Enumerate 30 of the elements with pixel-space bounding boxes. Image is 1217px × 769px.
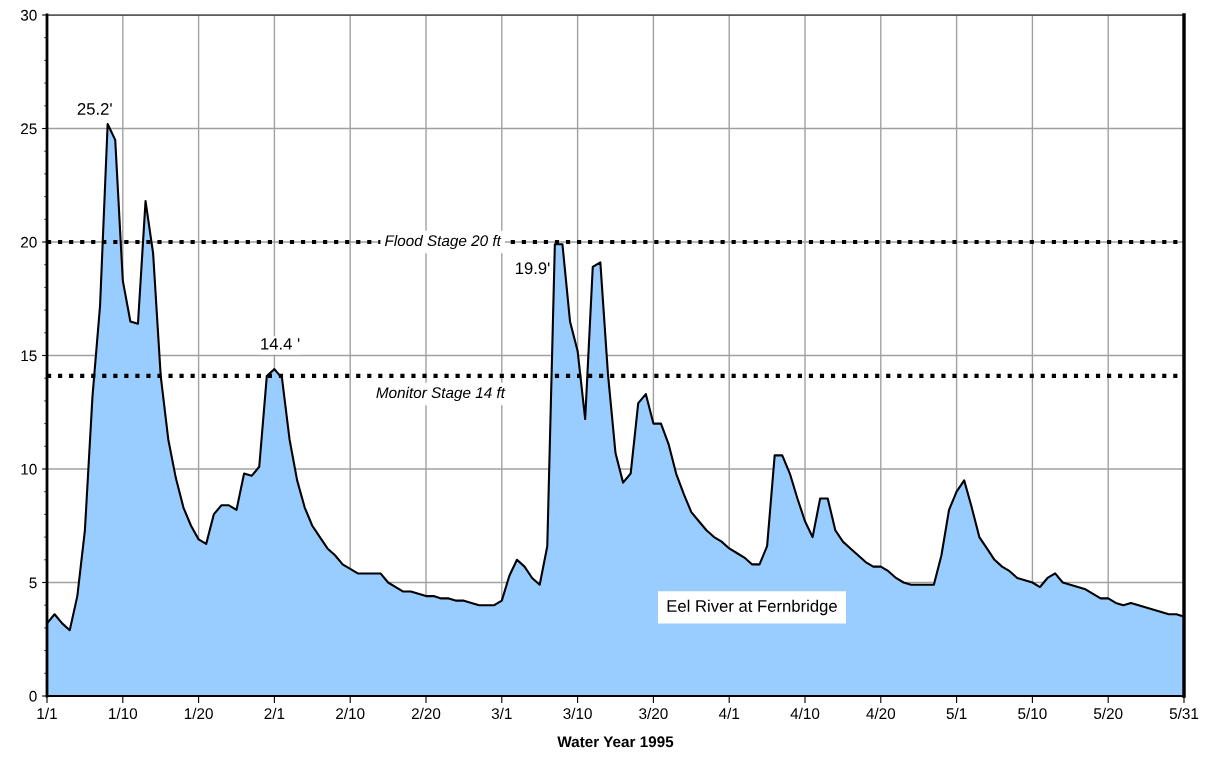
y-tick-label: 15 <box>21 350 37 362</box>
series-label: Eel River at Fernbridge <box>667 599 837 616</box>
annotation: 25.2' <box>77 103 112 115</box>
x-tick-label: 5/10 <box>1018 707 1047 720</box>
y-tick-label: 5 <box>29 577 37 589</box>
ref-line-label: Monitor Stage 14 ft <box>376 386 506 402</box>
x-tick-label: 4/1 <box>718 707 740 720</box>
x-tick-label: 3/1 <box>491 707 512 720</box>
x-tick-label: 1/20 <box>184 707 213 720</box>
x-tick-label: 2/20 <box>411 707 441 720</box>
annotation: 14.4 ' <box>261 338 300 350</box>
x-tick-label: 2/10 <box>336 707 365 720</box>
x-tick-label: 1/1 <box>37 707 57 720</box>
y-tick-label: 10 <box>21 463 37 475</box>
x-tick-label: 5/31 <box>1169 707 1199 720</box>
x-tick-label: 2/1 <box>264 707 285 720</box>
x-tick-label: 5/20 <box>1093 707 1123 720</box>
x-tick-label: 3/10 <box>563 707 592 720</box>
y-tick-label: 25 <box>21 123 37 135</box>
y-tick-label: 30 <box>20 9 37 21</box>
y-tick-label: 0 <box>29 690 37 702</box>
x-tick-label: 4/10 <box>790 707 820 720</box>
x-tick-label: 3/20 <box>639 707 668 720</box>
x-tick-label: 5/1 <box>946 707 967 720</box>
x-tick-label: 4/20 <box>866 707 896 720</box>
ref-line-label: Flood Stage 20 ft <box>384 234 502 250</box>
x-tick-label: 1/10 <box>109 707 138 720</box>
annotation: 19.9' <box>515 262 550 275</box>
y-tick-label: 20 <box>21 236 37 248</box>
x-axis-title: Water Year 1995 <box>557 736 674 748</box>
